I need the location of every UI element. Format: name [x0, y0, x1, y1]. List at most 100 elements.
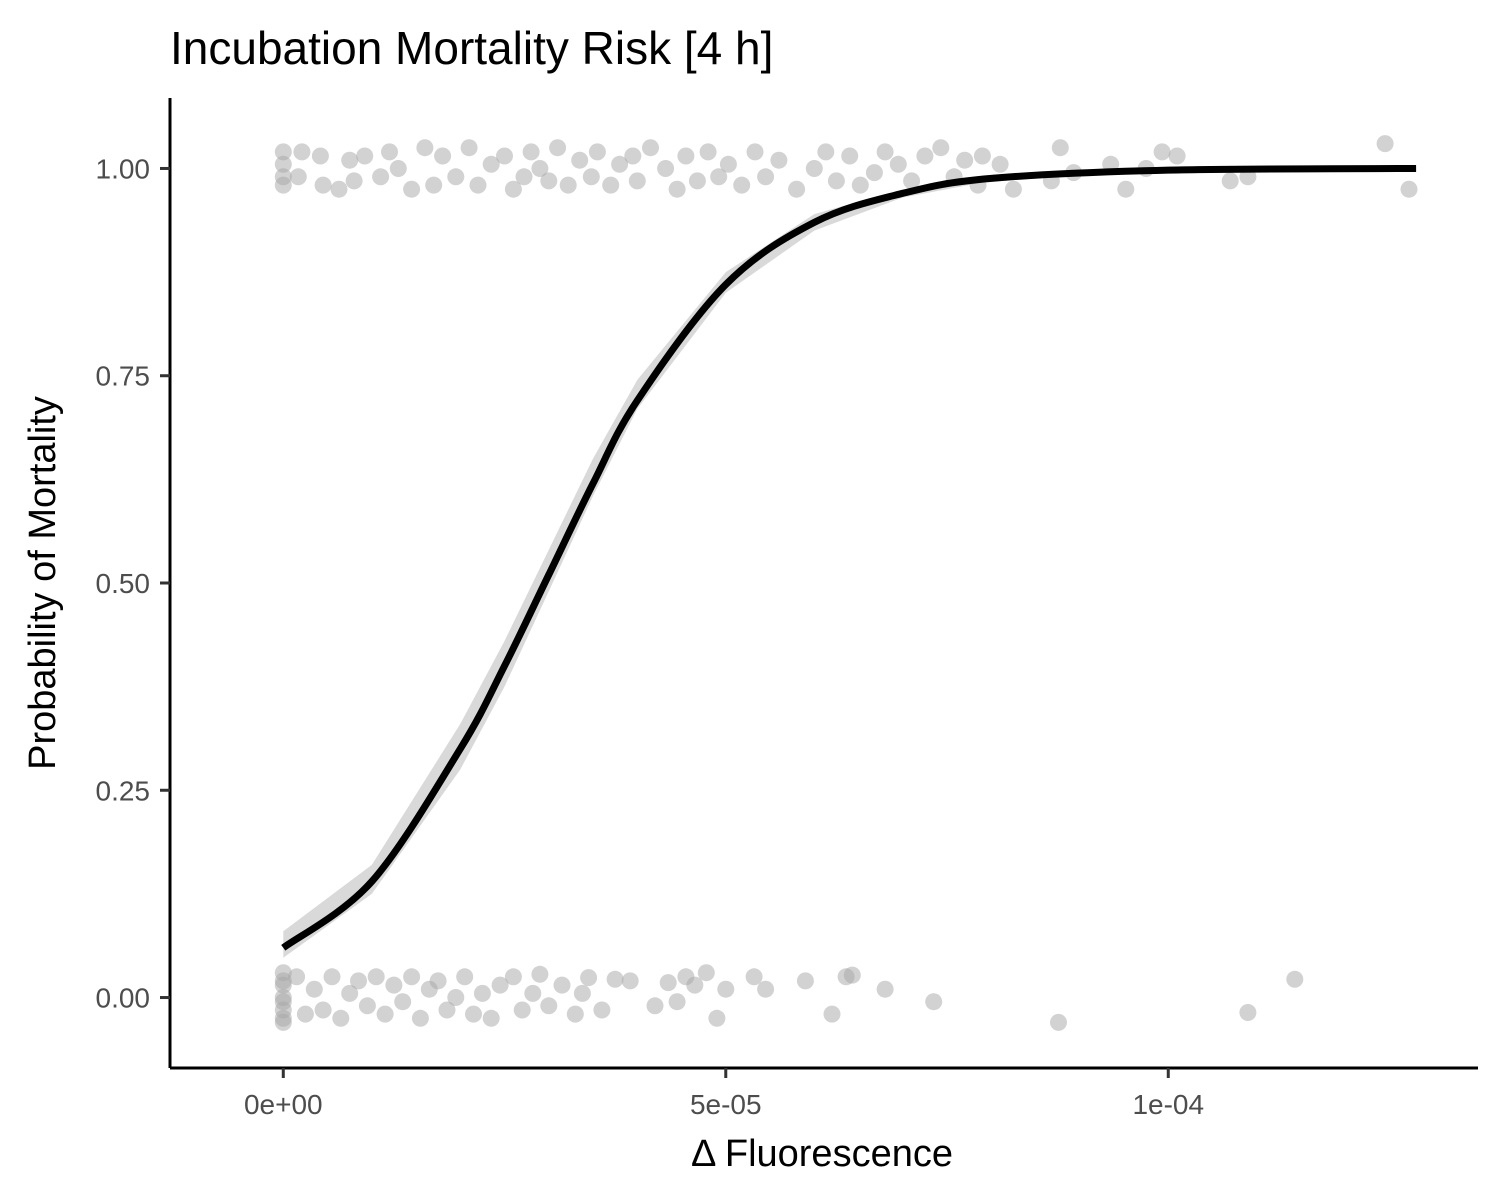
observation-point-1-6 [311, 147, 329, 165]
observation-point-0-7 [274, 1009, 292, 1027]
observation-point-0-44 [646, 997, 664, 1015]
observation-point-1-52 [817, 143, 835, 161]
observation-point-0-30 [482, 1009, 500, 1027]
observation-point-0-49 [697, 964, 715, 982]
observation-points-layer [274, 135, 1418, 1031]
observation-point-0-45 [659, 974, 677, 992]
observation-point-0-33 [513, 1001, 531, 1019]
observation-point-0-11 [314, 1001, 332, 1019]
observation-point-0-19 [385, 976, 403, 994]
observation-point-1-45 [719, 155, 737, 173]
observation-point-1-57 [876, 143, 894, 161]
observation-point-1-7 [314, 176, 332, 194]
y-tick-label-2: 0.50 [96, 568, 151, 599]
observation-point-0-52 [745, 968, 763, 986]
observation-point-1-35 [611, 155, 629, 173]
observation-point-0-61 [1239, 1004, 1257, 1021]
observation-point-1-17 [425, 176, 443, 194]
observation-point-1-16 [416, 139, 434, 157]
observation-point-0-29 [473, 984, 491, 1002]
confidence-ribbon-layer [283, 168, 1417, 958]
y-tick-label-0: 0.00 [96, 983, 151, 1014]
observation-point-1-67 [1004, 180, 1022, 198]
axes [160, 98, 1478, 1078]
observation-point-0-28 [465, 1005, 482, 1023]
observation-point-0-55 [823, 1005, 841, 1023]
observation-point-1-23 [496, 147, 513, 165]
observation-point-1-36 [624, 147, 642, 165]
observation-point-1-14 [389, 160, 407, 177]
observation-point-1-27 [531, 160, 549, 177]
observation-point-1-37 [628, 172, 646, 190]
observation-point-0-35 [531, 965, 549, 983]
observation-point-1-79 [1400, 180, 1418, 198]
observation-point-0-10 [305, 980, 323, 998]
chart-title: Incubation Mortality Risk [4 h] [170, 22, 773, 74]
observation-point-1-12 [372, 168, 390, 186]
observation-point-0-50 [708, 1009, 726, 1027]
observation-point-1-50 [788, 180, 806, 198]
observation-point-1-76 [1221, 172, 1239, 190]
fitted-curve-layer [281, 165, 1417, 951]
observation-point-1-4 [289, 168, 307, 186]
y-tick-label-1: 0.25 [96, 775, 151, 806]
observation-point-0-53 [757, 980, 775, 998]
observation-point-1-15 [403, 180, 421, 198]
observation-point-1-33 [588, 143, 606, 161]
observation-point-0-40 [580, 969, 598, 987]
observation-point-0-57 [843, 966, 861, 984]
observation-point-0-22 [411, 1009, 429, 1027]
observation-point-1-1 [274, 155, 292, 173]
observation-point-1-3 [274, 176, 292, 194]
observation-point-1-11 [356, 147, 374, 165]
observation-point-1-48 [757, 168, 775, 186]
observation-point-1-47 [746, 143, 764, 161]
observation-point-1-28 [540, 172, 558, 190]
observation-point-1-44 [710, 168, 728, 186]
observation-point-1-66 [991, 155, 1009, 173]
observation-point-0-31 [491, 976, 509, 994]
observation-point-0-60 [1050, 1013, 1067, 1031]
observation-point-0-15 [350, 972, 367, 990]
observation-point-1-56 [865, 164, 883, 182]
observation-point-1-21 [469, 176, 487, 194]
observation-point-1-65 [973, 147, 991, 165]
fitted-curve [281, 165, 1417, 951]
observation-point-0-9 [296, 1005, 314, 1023]
observation-point-1-9 [341, 151, 359, 169]
observation-point-0-37 [553, 976, 571, 994]
observation-point-1-46 [733, 176, 751, 194]
observation-point-0-25 [438, 1001, 456, 1019]
observation-point-1-59 [903, 172, 921, 190]
observation-point-1-29 [549, 139, 567, 157]
observation-point-1-51 [805, 160, 823, 177]
observation-point-0-36 [540, 997, 558, 1015]
observation-point-1-34 [602, 176, 620, 194]
observation-point-1-22 [482, 155, 500, 173]
observation-point-0-32 [504, 968, 522, 986]
observation-point-1-61 [932, 139, 950, 157]
observation-point-0-46 [668, 993, 686, 1011]
tick-labels: 0.00 0.25 0.50 0.75 1.00 0e+00 5e-05 1e-04 [96, 153, 1205, 1120]
observation-point-0-26 [447, 989, 465, 1006]
observation-point-0-54 [796, 972, 814, 990]
observation-point-0-13 [332, 1009, 350, 1027]
observation-point-1-40 [668, 180, 686, 198]
observation-point-1-69 [1051, 139, 1069, 157]
observation-point-0-18 [376, 1005, 394, 1023]
x-tick-label-0: 0e+00 [244, 1089, 323, 1120]
observation-point-0-8 [288, 968, 306, 986]
observation-point-0-41 [593, 1001, 611, 1019]
observation-point-1-78 [1376, 135, 1394, 153]
observation-point-1-39 [657, 160, 675, 177]
observation-point-1-20 [460, 139, 478, 157]
observation-point-0-14 [341, 984, 359, 1002]
observation-point-1-24 [504, 180, 522, 198]
observation-point-1-18 [434, 147, 452, 165]
observation-point-0-20 [394, 993, 412, 1011]
y-tick-label-4: 1.00 [96, 153, 151, 184]
observation-point-1-32 [582, 168, 600, 186]
observation-point-1-30 [559, 176, 577, 194]
observation-point-1-43 [699, 143, 717, 161]
